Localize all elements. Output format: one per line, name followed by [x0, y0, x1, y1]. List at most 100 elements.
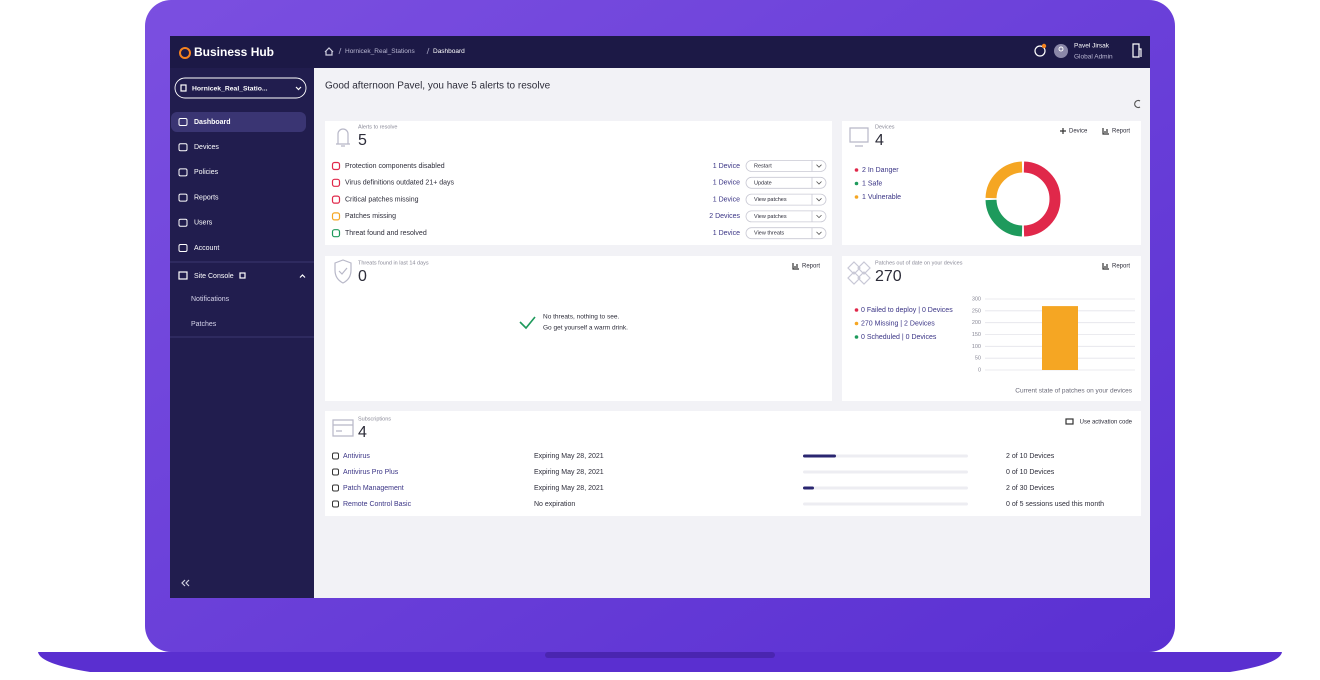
usage-bar — [803, 454, 836, 458]
y-tick-label: 0 — [978, 367, 981, 373]
user-role: Global Admin — [1074, 54, 1113, 61]
patch-count: 270 — [875, 268, 902, 285]
action-button[interactable] — [745, 176, 827, 189]
legend-label[interactable]: 2 In Danger — [862, 167, 899, 174]
help-icon[interactable] — [1034, 45, 1046, 57]
empty-message: Go get yourself a warm drink. — [543, 325, 628, 332]
product-name[interactable]: Patch Management — [343, 485, 404, 492]
alert-text: Threat found and resolved — [345, 230, 427, 237]
breadcrumb-link[interactable]: Hornicek_Real_Stations — [345, 48, 415, 55]
usage-track — [803, 502, 968, 506]
alert-icon — [331, 229, 341, 238]
greeting: Good afternoon Pavel, you have 5 alerts … — [325, 81, 551, 92]
product-name[interactable]: Remote Control Basic — [343, 501, 412, 508]
action-label[interactable]: View patches — [754, 197, 787, 203]
legend-label[interactable]: 0 Scheduled | 0 Devices — [861, 334, 937, 341]
sub-nav-item[interactable]: Patches — [191, 321, 217, 328]
x-axis-label: Current state of patches on your devices — [1015, 388, 1132, 395]
alert-text: Protection components disabled — [345, 163, 445, 170]
refresh-icon[interactable] — [1134, 99, 1141, 109]
home-icon[interactable] — [324, 47, 334, 56]
nav-item[interactable]: Reports — [194, 194, 219, 201]
legend-label[interactable]: 1 Vulnerable — [862, 194, 901, 201]
alert-devices[interactable]: 2 Devices — [709, 213, 740, 220]
action-label[interactable]: View threats — [754, 231, 784, 237]
code-icon — [1065, 418, 1074, 425]
usage-track — [803, 470, 968, 474]
check-icon — [519, 316, 536, 330]
alert-icon — [331, 195, 341, 204]
card-label: Devices — [875, 124, 895, 130]
chevron — [816, 164, 822, 168]
chevron — [816, 181, 822, 185]
brand[interactable]: Business Hub — [194, 45, 274, 59]
alert-devices[interactable]: 1 Device — [713, 180, 740, 187]
usage-bar — [803, 486, 814, 490]
donut-segment — [985, 199, 1023, 237]
sidebar — [170, 68, 314, 598]
subscription-count: 4 — [358, 424, 367, 441]
card — [842, 256, 1141, 401]
expiry: Expiring May 28, 2021 — [534, 485, 604, 492]
user-name[interactable]: Pavel Jirsak — [1074, 43, 1110, 50]
nav-item[interactable]: Dashboard — [194, 119, 231, 126]
y-tick-label: 100 — [972, 344, 981, 350]
product-name[interactable]: Antivirus Pro Plus — [343, 469, 399, 476]
activation-code[interactable]: Use activation code — [1080, 420, 1133, 426]
action-button[interactable] — [745, 227, 827, 240]
help-badge — [1041, 43, 1047, 49]
alert-devices[interactable]: 1 Device — [713, 196, 740, 203]
threat-count: 0 — [358, 268, 367, 285]
nav-item[interactable]: Policies — [194, 169, 219, 176]
card-label: Patches out of date on your devices — [875, 260, 963, 266]
site-selector[interactable] — [174, 77, 307, 99]
chevron[interactable] — [299, 274, 306, 278]
legend-label[interactable]: 270 Missing | 2 Devices — [861, 320, 935, 327]
external-icon — [239, 272, 246, 279]
card-icon — [332, 419, 354, 437]
action-button[interactable] — [745, 160, 827, 172]
report[interactable]: Report — [1112, 129, 1130, 135]
alert-devices[interactable]: 1 Device — [713, 230, 740, 237]
nav-item[interactable]: Account — [194, 245, 219, 252]
action-button[interactable] — [745, 210, 827, 223]
alert-icon — [331, 161, 341, 171]
product-icon — [332, 484, 339, 492]
product-name[interactable]: Antivirus — [343, 453, 370, 460]
nav-icon — [178, 168, 188, 177]
chevron — [816, 198, 822, 202]
donut-segment — [1023, 161, 1061, 237]
report[interactable]: Report — [802, 264, 820, 270]
brand-logo — [179, 47, 191, 59]
alert-icon — [331, 178, 341, 187]
sub-nav-item[interactable]: Notifications — [191, 296, 230, 303]
empty-message: No threats, nothing to see. — [543, 314, 619, 321]
collapse-icon[interactable] — [181, 579, 190, 587]
patch-icon — [847, 261, 871, 285]
nav-item[interactable]: Users — [194, 220, 213, 227]
site-console[interactable]: Site Console — [194, 273, 234, 280]
action-label[interactable]: Restart — [754, 163, 772, 169]
alert-count: 5 — [358, 132, 367, 149]
alert-devices[interactable]: 1 Device — [713, 163, 740, 170]
action-button[interactable] — [745, 193, 827, 206]
legend-dot — [854, 168, 859, 172]
legend-label[interactable]: 1 Safe — [862, 180, 882, 187]
site-name[interactable]: Hornicek_Real_Statio... — [192, 85, 268, 92]
org-icon[interactable] — [1132, 43, 1142, 58]
legend-dot — [854, 181, 859, 186]
card-label: Subscriptions — [358, 416, 391, 422]
card-label: Alerts to resolve — [358, 124, 397, 130]
expiry: Expiring May 28, 2021 — [534, 453, 604, 460]
action-label[interactable]: Update — [754, 180, 772, 186]
report[interactable]: Report — [1112, 264, 1130, 270]
legend-dot — [854, 335, 859, 339]
bell-icon — [336, 128, 350, 147]
add-device[interactable]: Device — [1069, 129, 1088, 135]
legend-label[interactable]: 0 Failed to deploy | 0 Devices — [861, 307, 953, 314]
action-label[interactable]: View patches — [754, 214, 787, 220]
avatar-icon — [1058, 46, 1064, 52]
y-tick-label: 300 — [972, 296, 981, 302]
nav-icon — [178, 218, 188, 227]
nav-item[interactable]: Devices — [194, 144, 219, 151]
